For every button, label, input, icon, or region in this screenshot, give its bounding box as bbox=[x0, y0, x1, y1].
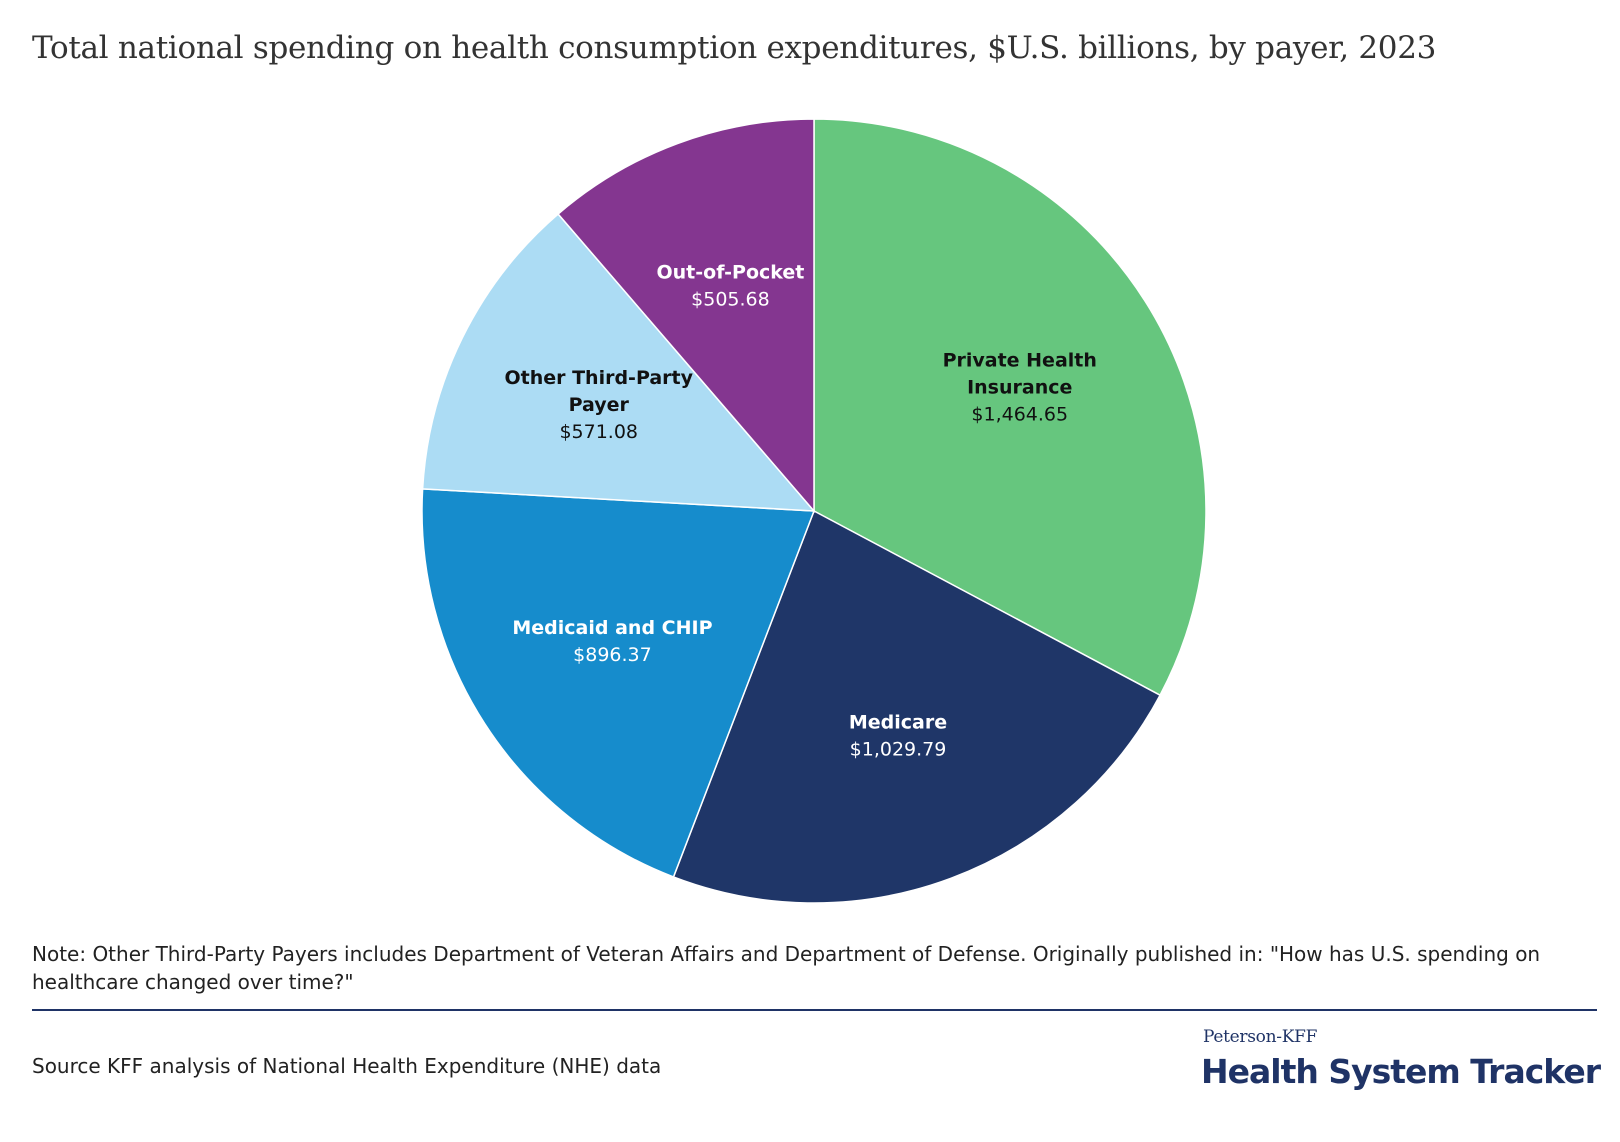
pie-label-value: $1,029.79 bbox=[850, 738, 947, 760]
brand-logo: Health System Tracker bbox=[1201, 1052, 1601, 1091]
chart-title: Total national spending on health consum… bbox=[32, 30, 1437, 66]
pie-label-0: Private Health Insurance $1,464.65 bbox=[943, 349, 1097, 425]
pie-labels: Private Health Insurance $1,464.65 Medicare… bbox=[504, 262, 1096, 761]
pie-label-value: $1,464.65 bbox=[971, 403, 1068, 425]
pie-label-value: $505.68 bbox=[691, 289, 770, 311]
pie-label-4: Out-of-Pocket $505.68 bbox=[657, 262, 805, 311]
pie-slice-4 bbox=[557, 118, 815, 514]
pie-slice-0 bbox=[813, 118, 1207, 697]
pie-slice-2 bbox=[421, 488, 816, 878]
pie-slices bbox=[421, 118, 1207, 904]
divider bbox=[32, 1009, 1597, 1011]
brand-subtitle: Peterson-KFF bbox=[1203, 1027, 1318, 1047]
chart-note: Note: Other Third-Party Payers includes … bbox=[32, 942, 1541, 994]
pie-label-name: Payer bbox=[569, 394, 630, 416]
pie-label-name: Medicaid and CHIP bbox=[512, 617, 712, 639]
pie-label-name: Medicare bbox=[849, 711, 947, 733]
pie-label-2: Medicaid and CHIP $896.37 bbox=[512, 617, 712, 666]
pie-slice-3 bbox=[421, 212, 816, 512]
pie-label-name: Private Health bbox=[943, 349, 1097, 371]
pie-label-3: Other Third-Party Payer $571.08 bbox=[504, 367, 693, 443]
pie-label-value: $571.08 bbox=[559, 421, 638, 443]
pie-slice-1 bbox=[672, 509, 1162, 904]
pie-label-name: Insurance bbox=[967, 376, 1072, 398]
chart-source: Source KFF analysis of National Health E… bbox=[32, 1054, 662, 1078]
pie-label-name: Other Third-Party bbox=[504, 367, 693, 389]
pie-label-name: Out-of-Pocket bbox=[657, 262, 805, 284]
pie-label-1: Medicare $1,029.79 bbox=[849, 711, 947, 760]
pie-label-value: $896.37 bbox=[573, 644, 652, 666]
pie-chart: Private Health Insurance $1,464.65 Medicare… bbox=[421, 118, 1207, 904]
